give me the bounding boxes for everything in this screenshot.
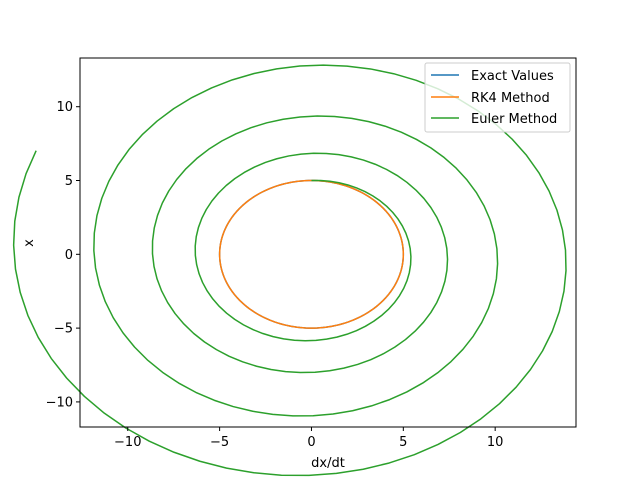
y-tick-label: 10 [56,100,73,115]
legend: Exact Values RK4 Method Euler Method [424,62,571,133]
series-line-euler-method [12,64,567,477]
legend-label-exact: Exact Values [471,69,554,84]
legend-label-euler: Euler Method [471,112,557,127]
x-tick-label: 5 [399,435,407,450]
y-tick-label: 0 [65,248,73,263]
x-ticks: −10 −5 0 5 10 [114,427,503,450]
legend-label-rk4: RK4 Method [471,91,550,106]
series-layer [12,64,567,477]
legend-box [424,62,571,133]
y-tick-label: −10 [46,395,73,410]
y-tick-label: −5 [54,322,73,337]
x-tick-label: 10 [487,435,504,450]
x-tick-label: 0 [307,435,315,450]
x-tick-label: −5 [210,435,229,450]
y-ticks: −10 −5 0 5 10 [46,100,80,410]
y-tick-label: 5 [65,174,73,189]
axes-frame [79,57,577,428]
y-axis-label: x [22,239,37,247]
x-axis-label: dx/dt [311,456,345,471]
x-tick-label: −10 [114,435,141,450]
series-line-rk4-method [218,179,405,329]
